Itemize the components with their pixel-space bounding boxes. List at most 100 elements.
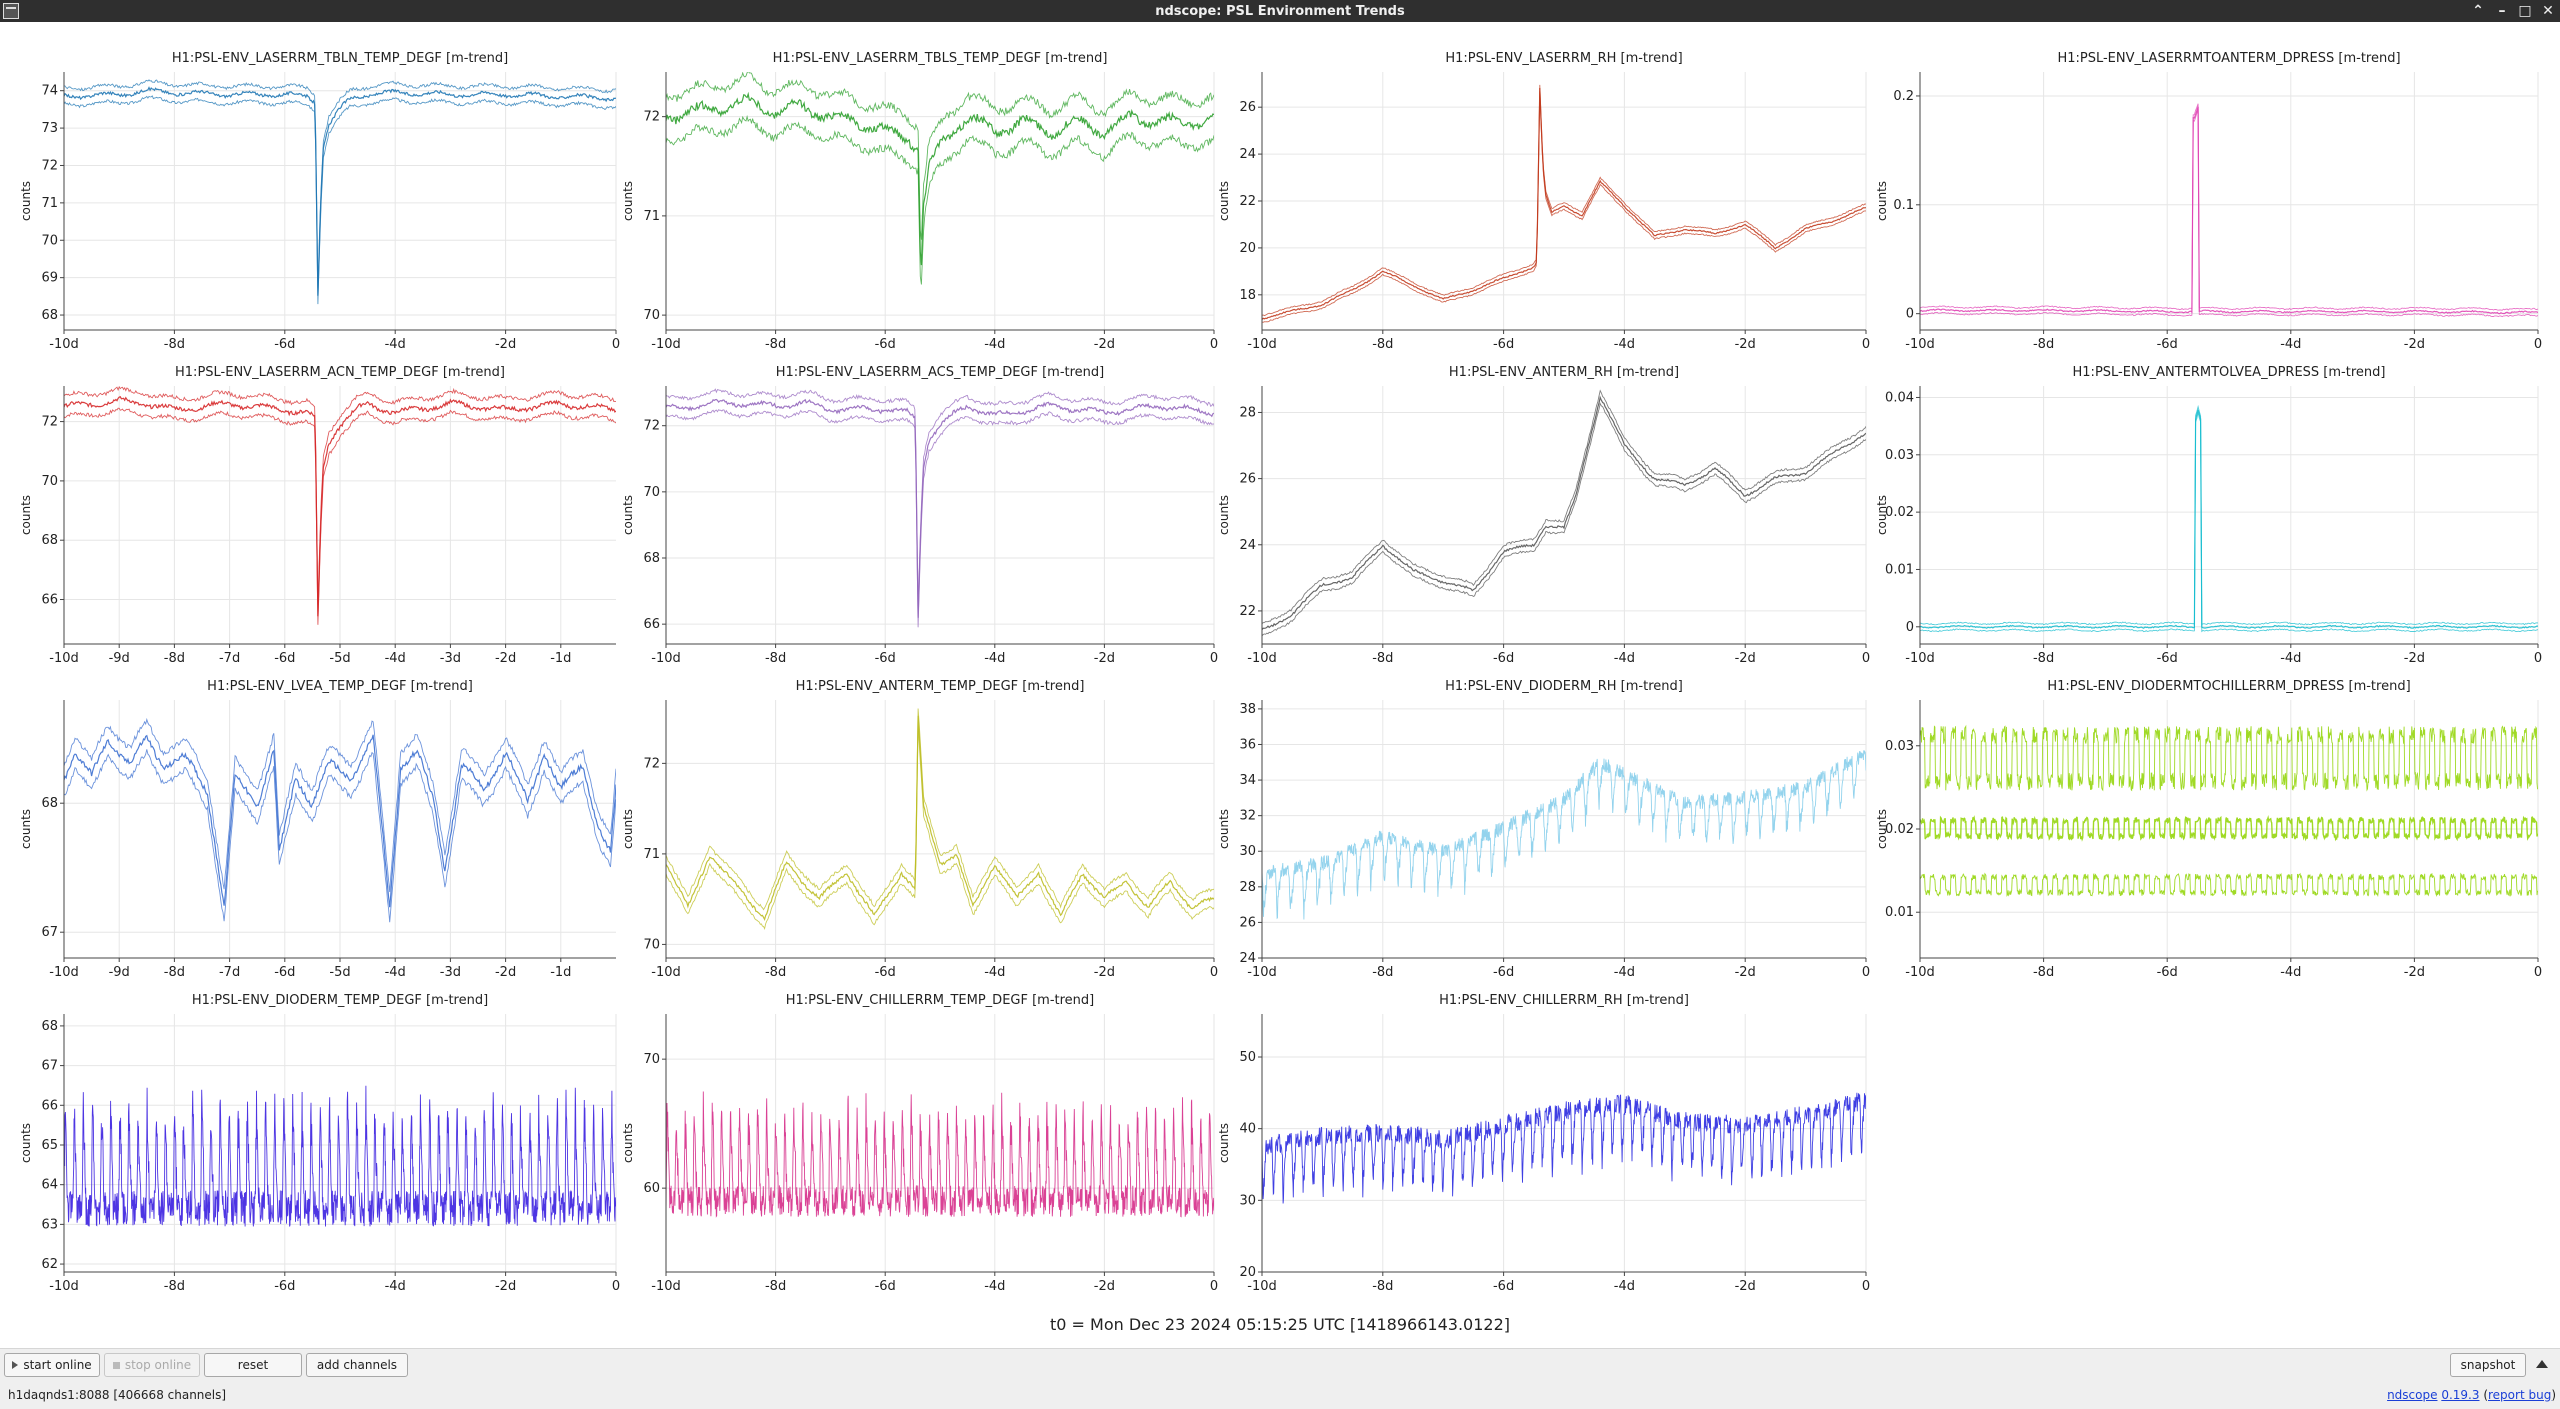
plot-9[interactable]: H1:PSL-ENV_LVEA_TEMP_DEGF [m-trend] -10d -… xyxy=(19,679,616,980)
toolbar: start online stop online reset add chann… xyxy=(0,1348,2560,1380)
x-tick-label: 0 xyxy=(612,337,620,352)
y-tick-label: 0.04 xyxy=(1885,390,1914,405)
y-axis-label: counts xyxy=(621,495,635,535)
x-tick-label: -8d xyxy=(765,1279,786,1294)
series-mean-line xyxy=(1920,814,2538,842)
start-online-button[interactable]: start online xyxy=(4,1353,100,1377)
x-tick-label: -10d xyxy=(1905,965,1935,980)
plot-title: H1:PSL-ENV_LASERRM_ACN_TEMP_DEGF [m-tren… xyxy=(175,365,505,380)
y-tick-label: 30 xyxy=(1239,844,1256,859)
stop-online-button[interactable]: stop online xyxy=(104,1353,200,1377)
x-tick-label: -7d xyxy=(219,965,240,980)
minimize-icon[interactable]: – xyxy=(2498,3,2506,19)
plot-2[interactable]: H1:PSL-ENV_LASERRM_TBLS_TEMP_DEGF [m-tre… xyxy=(621,51,1218,352)
x-tick-label: -9d xyxy=(109,651,130,666)
y-tick-label: 26 xyxy=(1239,472,1256,487)
plot-15[interactable]: H1:PSL-ENV_CHILLERRM_RH [m-trend] -10d -8d… xyxy=(1217,993,1870,1294)
y-tick-label: 24 xyxy=(1239,951,1256,966)
y-tick-label: 0.03 xyxy=(1885,448,1914,463)
add-channels-button[interactable]: add channels xyxy=(306,1353,408,1377)
x-tick-label: -10d xyxy=(49,1279,79,1294)
plot-6[interactable]: H1:PSL-ENV_LASERRM_ACS_TEMP_DEGF [m-tren… xyxy=(621,365,1218,666)
x-tick-label: -4d xyxy=(984,651,1005,666)
plot-13[interactable]: H1:PSL-ENV_DIODERM_TEMP_DEGF [m-trend] -1… xyxy=(19,993,620,1294)
plot-1[interactable]: H1:PSL-ENV_LASERRM_TBLN_TEMP_DEGF [m-tre… xyxy=(19,51,620,352)
series-group xyxy=(666,72,1214,285)
y-tick-label: 22 xyxy=(1239,604,1256,619)
series-line xyxy=(1262,750,1866,920)
x-tick-label: -10d xyxy=(1247,651,1277,666)
plot-8[interactable]: H1:PSL-ENV_ANTERMTOLVEA_DPRESS [m-trend]… xyxy=(1875,365,2542,666)
stop-icon xyxy=(112,1361,120,1369)
y-tick-label: 28 xyxy=(1239,880,1256,895)
y-tick-label: 70 xyxy=(643,485,660,500)
y-tick-label: 72 xyxy=(643,110,660,125)
collapse-panel-icon[interactable] xyxy=(2536,1360,2548,1368)
series-min-line xyxy=(666,725,1214,930)
y-tick-label: 28 xyxy=(1239,405,1256,420)
app-menu-icon[interactable] xyxy=(3,3,19,19)
series-group xyxy=(1920,103,2538,318)
y-axis-label: counts xyxy=(1875,495,1889,535)
x-tick-label: -8d xyxy=(2033,965,2054,980)
plot-14[interactable]: H1:PSL-ENV_CHILLERRM_TEMP_DEGF [m-trend]… xyxy=(621,993,1218,1294)
version-link[interactable]: 0.19.3 xyxy=(2441,1388,2480,1402)
x-tick-label: -6d xyxy=(274,337,295,352)
reset-button[interactable]: reset xyxy=(204,1353,302,1377)
y-axis-label: counts xyxy=(19,181,33,221)
close-icon[interactable]: ✕ xyxy=(2542,3,2554,19)
y-axis-label: counts xyxy=(1875,181,1889,221)
plot-title: H1:PSL-ENV_LASERRM_ACS_TEMP_DEGF [m-tren… xyxy=(776,365,1105,380)
series-max-line xyxy=(666,72,1214,240)
series-min-line xyxy=(1920,109,2538,318)
plot-10[interactable]: H1:PSL-ENV_ANTERM_TEMP_DEGF [m-trend] -10… xyxy=(621,679,1218,980)
y-tick-label: 60 xyxy=(643,1181,660,1196)
y-tick-label: 69 xyxy=(41,271,58,286)
series-mean-line xyxy=(666,91,1214,266)
series-min-line xyxy=(666,409,1214,628)
x-tick-label: -6d xyxy=(1493,1279,1514,1294)
series-max-line xyxy=(1920,103,2538,311)
snapshot-button[interactable]: snapshot xyxy=(2450,1353,2526,1377)
chevron-up-icon[interactable]: ⌃ xyxy=(2472,3,2484,19)
plot-12[interactable]: H1:PSL-ENV_DIODERMTOCHILLERRM_DPRESS [m-… xyxy=(1875,679,2542,980)
x-tick-label: -8d xyxy=(164,337,185,352)
y-tick-label: 72 xyxy=(643,756,660,771)
y-tick-label: 0.1 xyxy=(1893,198,1914,213)
x-tick-label: -4d xyxy=(2280,651,2301,666)
plot-title: H1:PSL-ENV_LVEA_TEMP_DEGF [m-trend] xyxy=(207,679,473,694)
x-tick-label: -3d xyxy=(440,965,461,980)
x-tick-label: -7d xyxy=(219,651,240,666)
y-tick-label: 0 xyxy=(1906,307,1914,322)
y-tick-label: 63 xyxy=(41,1217,58,1232)
plot-5[interactable]: H1:PSL-ENV_LASERRM_ACN_TEMP_DEGF [m-tren… xyxy=(19,365,616,666)
y-tick-label: 32 xyxy=(1239,809,1256,824)
x-tick-label: -9d xyxy=(109,965,130,980)
plot-11[interactable]: H1:PSL-ENV_DIODERM_RH [m-trend] -10d -8d -6… xyxy=(1217,679,1870,980)
y-tick-label: 50 xyxy=(1239,1050,1256,1065)
plot-grid[interactable]: H1:PSL-ENV_LASERRM_TBLN_TEMP_DEGF [m-tre… xyxy=(0,22,2560,1332)
x-tick-label: -8d xyxy=(164,965,185,980)
plot-3[interactable]: H1:PSL-ENV_LASERRM_RH [m-trend] -10d -8d -6… xyxy=(1217,51,1870,352)
x-tick-label: -6d xyxy=(274,965,295,980)
app-link[interactable]: ndscope xyxy=(2387,1388,2438,1402)
y-tick-label: 26 xyxy=(1239,915,1256,930)
y-tick-label: 68 xyxy=(41,796,58,811)
y-tick-label: 72 xyxy=(643,419,660,434)
y-tick-label: 65 xyxy=(41,1138,58,1153)
series-max-line xyxy=(666,388,1214,608)
x-tick-label: -10d xyxy=(1905,651,1935,666)
y-axis-label: counts xyxy=(621,809,635,849)
plot-4[interactable]: H1:PSL-ENV_LASERRMTOANTERM_DPRESS [m-tre… xyxy=(1875,51,2542,352)
y-tick-label: 71 xyxy=(643,209,660,224)
x-tick-label: -4d xyxy=(385,337,406,352)
series-min-line xyxy=(64,95,616,305)
plot-7[interactable]: H1:PSL-ENV_ANTERM_RH [m-trend] -10d -8d -6d… xyxy=(1217,365,1870,666)
plots-canvas[interactable]: H1:PSL-ENV_LASERRM_TBLN_TEMP_DEGF [m-tre… xyxy=(0,22,2560,1322)
maximize-icon[interactable]: □ xyxy=(2518,3,2532,19)
x-tick-label: -6d xyxy=(875,965,896,980)
series-max-line xyxy=(1262,389,1866,625)
y-axis-label: counts xyxy=(19,495,33,535)
report-bug-link[interactable]: report bug xyxy=(2488,1388,2552,1402)
y-tick-label: 68 xyxy=(41,308,58,323)
